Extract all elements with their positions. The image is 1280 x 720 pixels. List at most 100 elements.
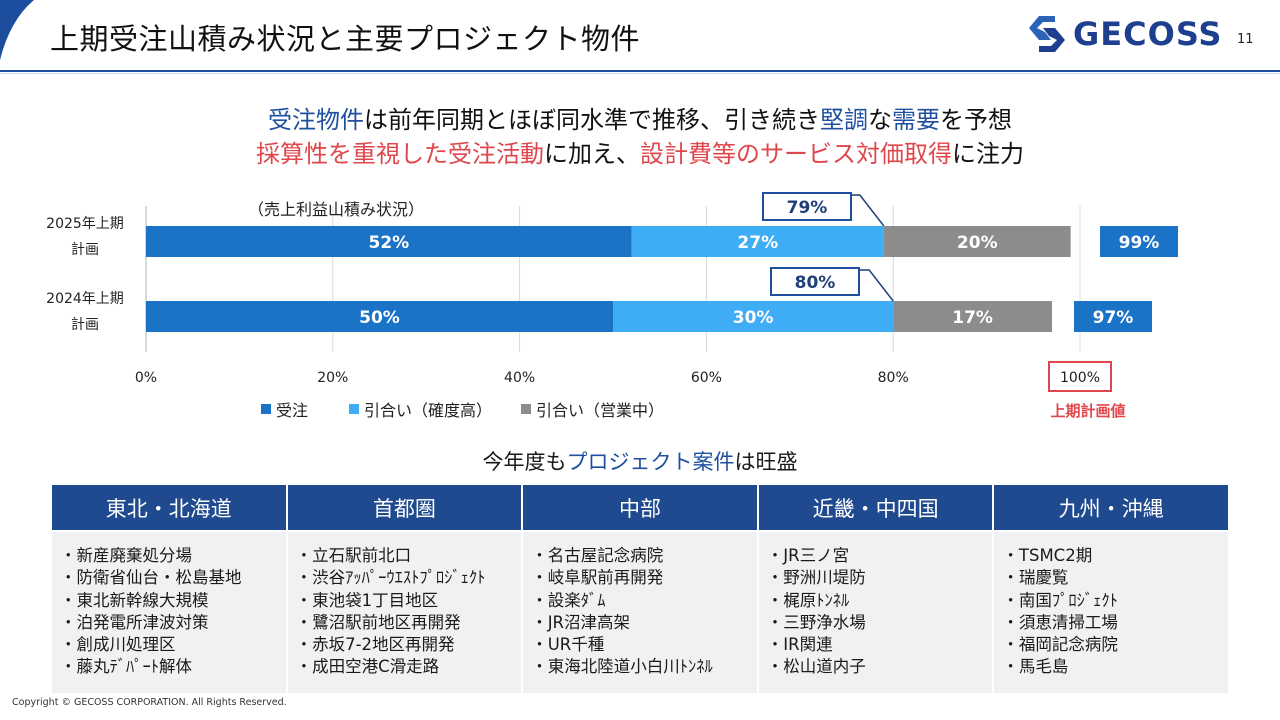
- target-label: 上期計画値: [1050, 402, 1125, 420]
- headline-segment: 設計費等のサービス対価取得: [640, 141, 952, 168]
- callout-label: 79%: [787, 198, 828, 218]
- region-column: 東北・北海道・新産廃棄処分場・防衛省仙台・松島基地 ・東北新幹線大規模 ・泊発電所津…: [52, 485, 286, 693]
- region-header: 九州・沖縄: [994, 485, 1228, 530]
- legend-label: 引合い（確度高）: [364, 401, 492, 420]
- data-label: 27%: [737, 233, 778, 253]
- legend-label: 引合い（営業中）: [536, 401, 664, 420]
- project-item: ・設楽ﾀﾞﾑ: [531, 590, 606, 610]
- project-item: ・防衛省仙台・松島基地: [60, 568, 242, 588]
- project-item: ・東海北陸道小白川ﾄﾝﾈﾙ: [531, 657, 713, 677]
- project-item: ・渋谷ｱｯﾊﾟｰｳｴｽﾄﾌﾟﾛｼﾞｪｸﾄ: [295, 568, 486, 588]
- headline-segment: な: [868, 107, 892, 134]
- region-column: 近畿・中四国 ・JR三ノ宮 ・野洲川堤防 ・梶原ﾄﾝﾈﾙ ・三野浄水場 ・IR関連 ・松山道…: [758, 485, 993, 693]
- headline-segment: に加え、: [544, 141, 640, 168]
- region-column: 中部 ・名古屋記念病院 ・岐阜駅前再開発 ・設楽ﾀﾞﾑ ・JR沼津高架 ・UR千種 ・東海北…: [523, 485, 757, 693]
- project-item: ・TSMC2期: [1002, 546, 1093, 565]
- data-label: 20%: [957, 233, 998, 253]
- project-item: ・瑞慶覧: [1002, 568, 1069, 588]
- project-item: ・東池袋1丁目地区: [295, 590, 439, 610]
- region-header: 中部: [523, 485, 757, 530]
- headline-line-1: 受注物件は前年同期とほぼ同水準で推移、引き続き堅調な需要を予想: [0, 100, 1280, 135]
- projects-title-segment: 今年度も: [482, 450, 567, 474]
- page-number: 11: [1237, 32, 1254, 47]
- region-project-list: ・名古屋記念病院 ・岐阜駅前再開発 ・設楽ﾀﾞﾑ ・JR沼津高架 ・UR千種 ・東海北陸道…: [523, 532, 757, 693]
- category-label: 計画: [71, 242, 99, 258]
- headline-segment: を予想: [940, 107, 1012, 134]
- logo-icon: [1029, 16, 1065, 52]
- project-item: ・新産廃棄処分場: [60, 546, 192, 565]
- project-item: ・野洲川堤防: [766, 568, 866, 588]
- project-item: ・JR三ノ宮: [766, 546, 850, 565]
- region-project-list: ・JR三ノ宮 ・野洲川堤防 ・梶原ﾄﾝﾈﾙ ・三野浄水場 ・IR関連 ・松山道内子: [758, 532, 993, 693]
- callout-box: [762, 192, 852, 221]
- region-project-list: ・新産廃棄処分場・防衛省仙台・松島基地 ・東北新幹線大規模 ・泊発電所津波対策 ・創成…: [52, 532, 286, 693]
- project-item: ・泊発電所津波対策: [60, 612, 209, 632]
- headline-line-2: 採算性を重視した受注活動に加え、設計費等のサービス対価取得に注力: [0, 134, 1280, 169]
- copyright: Copyright © GECOSS CORPORATION. All Righ…: [12, 697, 287, 708]
- region-project-list: ・TSMC2期 ・瑞慶覧 ・南国ﾌﾟﾛｼﾞｪｸﾄ ・須恵清掃工場 ・福岡記念病院 ・馬毛島: [994, 532, 1228, 693]
- title-divider-light: [0, 73, 1280, 74]
- category-label: 計画: [71, 317, 99, 333]
- legend-swatch: [521, 404, 531, 414]
- projects-title: 今年度もプロジェクト案件は旺盛: [0, 446, 1280, 476]
- x-tick-label: 60%: [691, 370, 722, 386]
- bar-segment: [893, 301, 1052, 332]
- project-item: ・成田空港C滑走路: [295, 657, 440, 677]
- corner-accent: [0, 0, 34, 60]
- headline-segment: 受注物件: [268, 107, 364, 134]
- region-header: 東北・北海道: [52, 485, 286, 530]
- data-label: 50%: [359, 308, 400, 328]
- project-item: ・馬毛島: [1002, 657, 1069, 677]
- bar-segment: [146, 226, 632, 257]
- bar-segment: [883, 226, 1071, 257]
- project-item: ・IR関連: [766, 635, 833, 655]
- legend-swatch: [261, 404, 271, 414]
- company-logo: GECOSS: [1025, 12, 1222, 56]
- title-divider: [0, 70, 1280, 72]
- target-box: [1048, 361, 1112, 392]
- project-item: ・東北新幹線大規模: [60, 590, 209, 610]
- headline-segment: は前年同期とほぼ同水準で推移、引き続き: [364, 107, 820, 134]
- project-item: ・UR千種: [531, 635, 605, 655]
- project-item: ・三野浄水場: [766, 612, 866, 632]
- region-project-table: 東北・北海道・新産廃棄処分場・防衛省仙台・松島基地 ・東北新幹線大規模 ・泊発電所津…: [52, 485, 1228, 693]
- x-tick-label: 40%: [504, 370, 535, 386]
- bar-segment: [146, 301, 613, 332]
- legend-label: 受注: [276, 401, 308, 420]
- x-tick-label: 0%: [135, 370, 157, 386]
- project-item: ・藤丸ﾃﾞﾊﾟｰﾄ解体: [60, 657, 192, 677]
- x-tick-label: 20%: [317, 370, 348, 386]
- project-item: ・梶原ﾄﾝﾈﾙ: [766, 590, 850, 610]
- projects-title-segment: プロジェクト案件: [566, 450, 735, 474]
- headline-segment: 採算性を重視した受注活動: [256, 141, 544, 168]
- legend-swatch: [349, 404, 359, 414]
- data-label: 30%: [733, 308, 774, 328]
- bar-segment: [613, 301, 894, 332]
- callout-leader: [851, 194, 885, 227]
- callout-box: [770, 267, 860, 296]
- project-item: ・赤坂7-2地区再開発: [295, 635, 455, 655]
- project-item: ・創成川処理区: [60, 635, 176, 655]
- project-item: ・岐阜駅前再開発: [531, 568, 664, 588]
- callout-label: 80%: [795, 273, 836, 293]
- region-header: 首都圏: [287, 485, 522, 530]
- project-item: ・鷺沼駅前地区再開発: [295, 612, 461, 632]
- category-label: 2024年上期: [46, 291, 124, 307]
- callout-leader: [859, 269, 894, 302]
- category-label: 2025年上期: [46, 216, 124, 232]
- project-item: ・福岡記念病院: [1002, 635, 1118, 655]
- bar-segment: [631, 226, 884, 257]
- project-item: ・松山道内子: [766, 657, 866, 677]
- region-project-list: ・立石駅前北口・渋谷ｱｯﾊﾟｰｳｴｽﾄﾌﾟﾛｼﾞｪｸﾄ ・東池袋1丁目地区 ・鷺沼駅…: [287, 532, 522, 693]
- headline-segment: に注力: [952, 141, 1024, 168]
- region-header: 近畿・中四国: [758, 485, 993, 530]
- project-item: ・立石駅前北口: [295, 546, 412, 565]
- data-label: 17%: [952, 308, 993, 328]
- projects-title-segment: は旺盛: [734, 450, 798, 474]
- logo-text: GECOSS: [1073, 15, 1223, 53]
- total-label: 99%: [1119, 233, 1160, 253]
- project-item: ・名古屋記念病院: [531, 546, 664, 565]
- x-tick-label: 80%: [878, 370, 909, 386]
- total-box: [1100, 226, 1178, 257]
